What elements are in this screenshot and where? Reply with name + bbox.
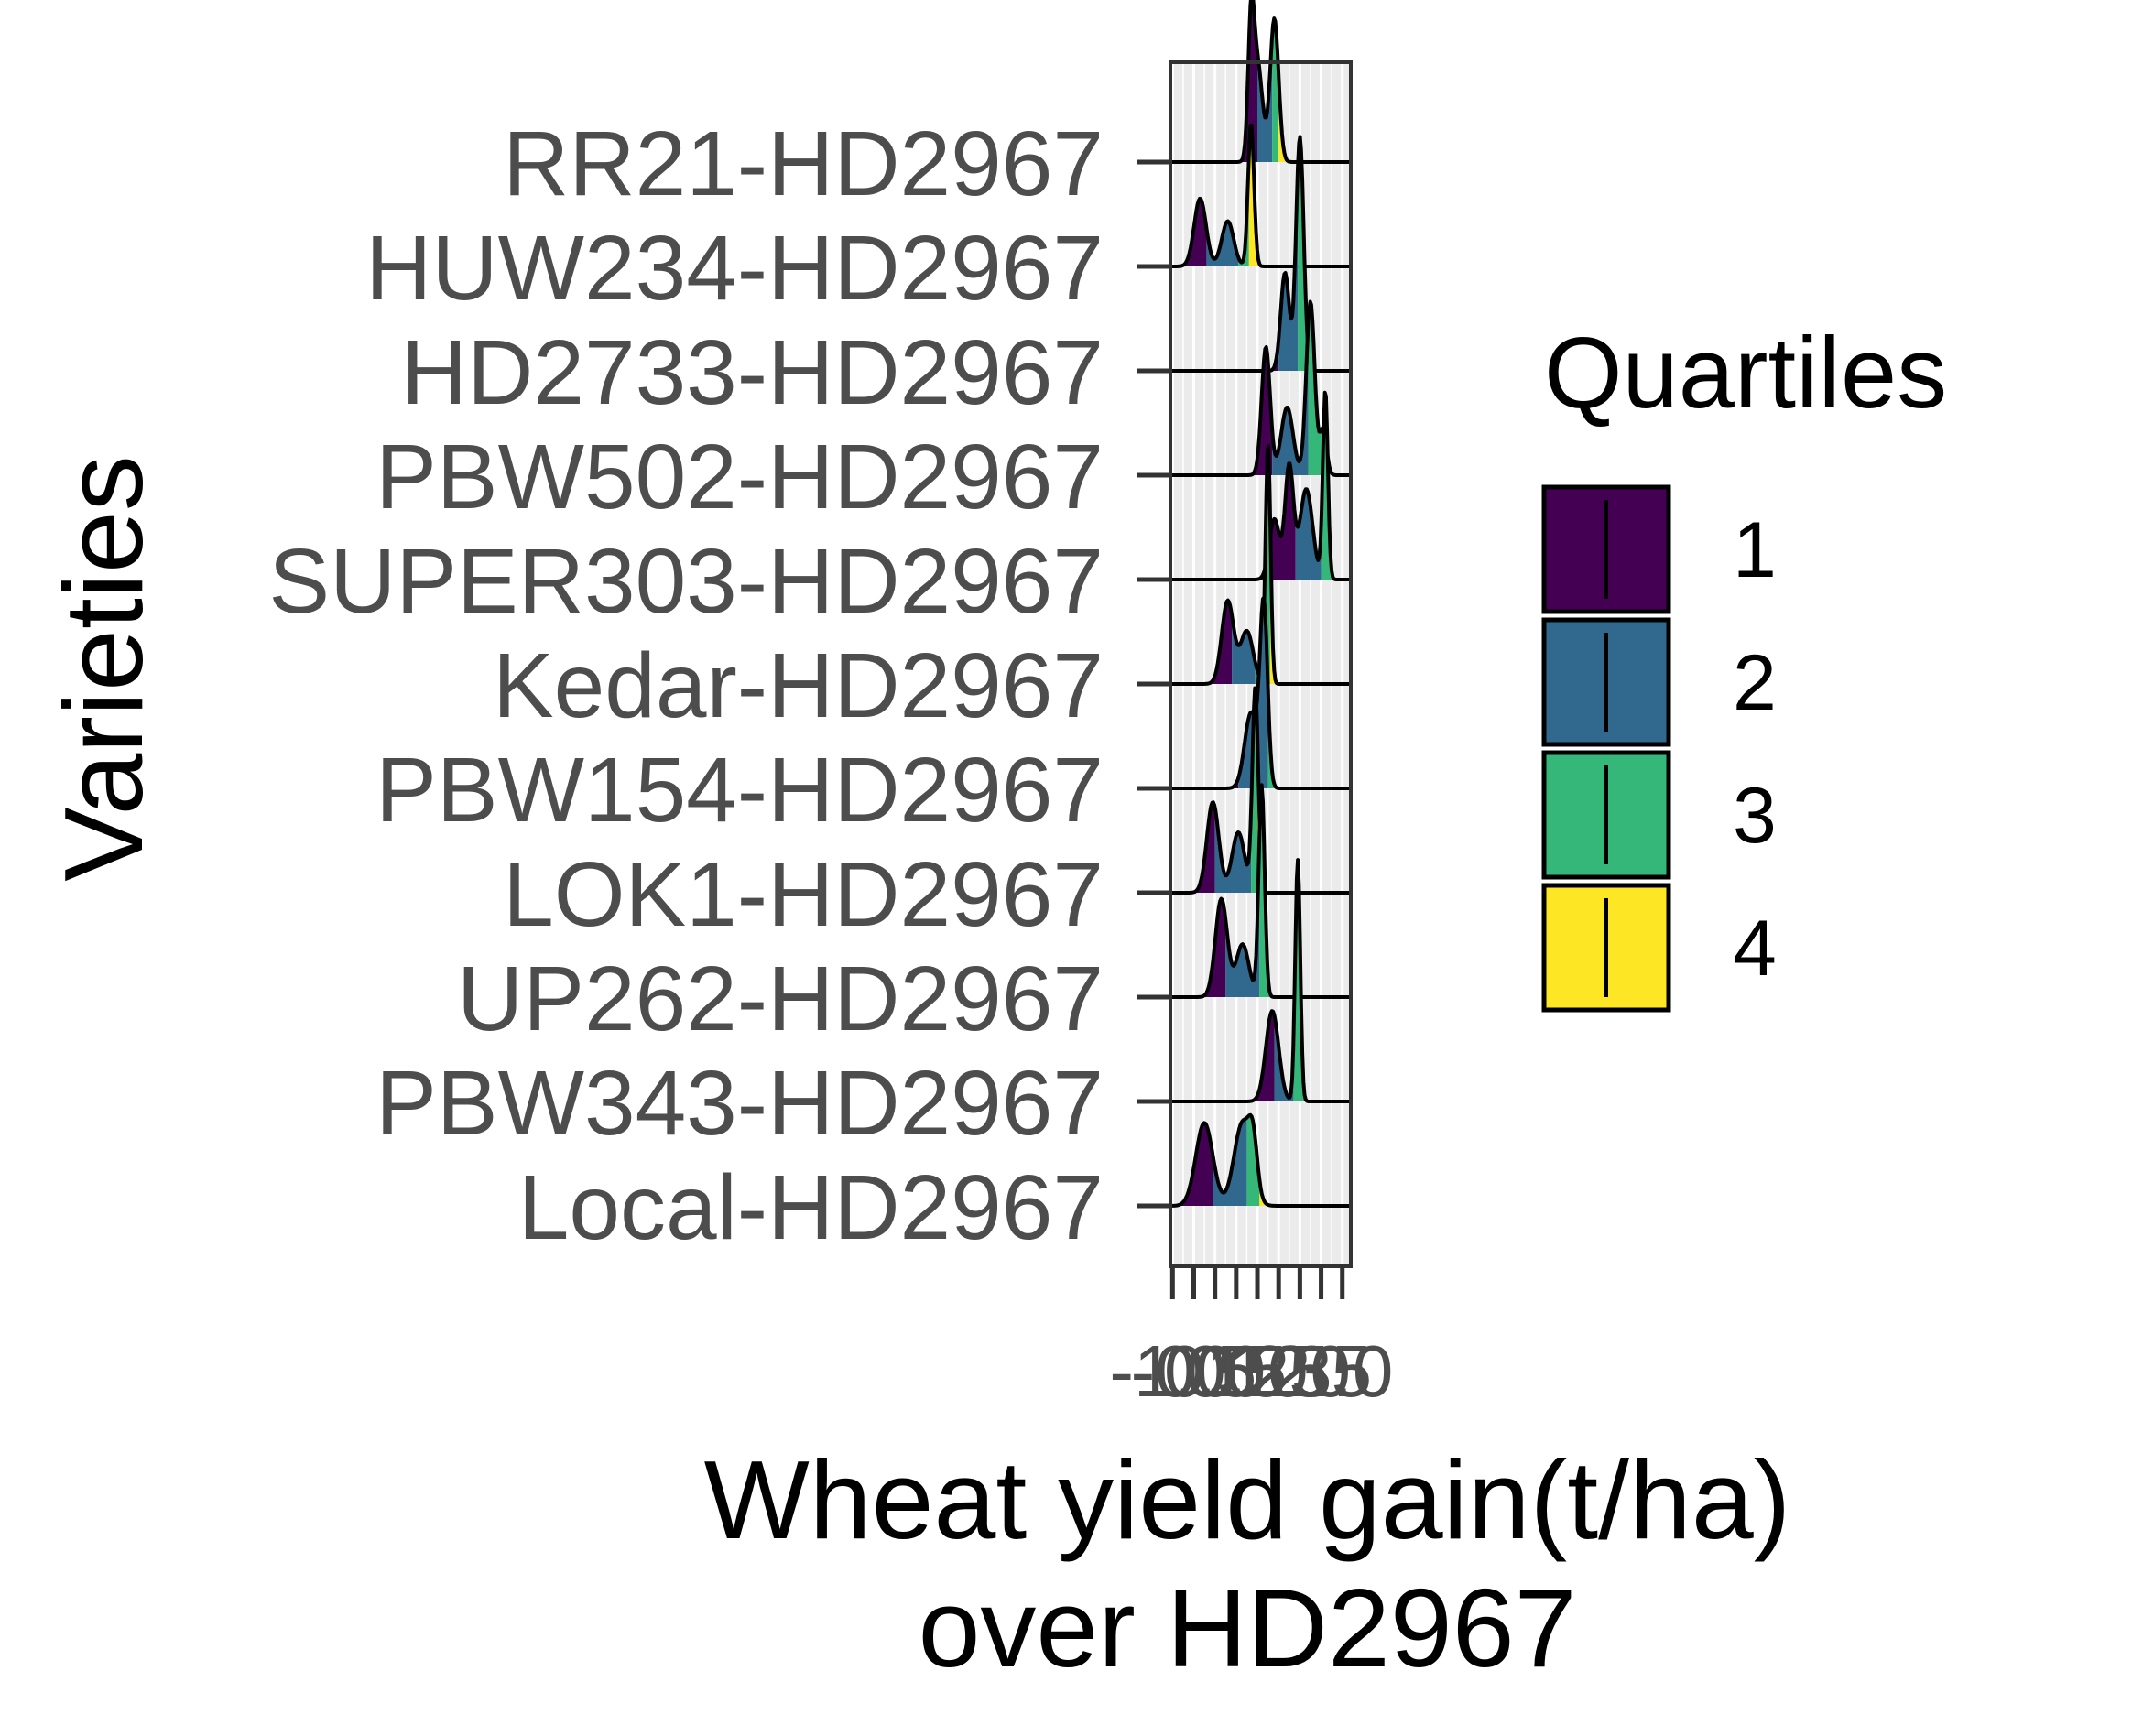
category-label: PBW502-HD2967 [375,426,1104,528]
x-tick-label: 2.5 [1270,1330,1372,1412]
ridge-quartile-2-area [1278,168,1299,371]
ridge-outline [1169,1112,1352,1208]
x-tick-label: 0.0 [1164,1330,1266,1412]
category-label: Local-HD2967 [518,1156,1104,1259]
ridge-quartile-1-area [1170,463,1296,580]
category-label: Kedar-HD2967 [493,635,1104,737]
ridge-PBW343-HD2967 [1169,858,1352,1103]
ridge-quartile-2-area [1257,34,1273,162]
ridge-PBW154-HD2967 [1169,595,1352,790]
y-axis: Local-HD2967PBW343-HD2967UP262-HD2967LOK… [268,113,1170,1259]
category-label: PBW154-HD2967 [375,739,1104,841]
ridge-outline [1169,595,1352,790]
legend-label: 1 [1733,506,1777,594]
legend-label: 2 [1733,639,1777,727]
category-label: HD2733-HD2967 [401,321,1104,424]
category-label: SUPER303-HD2967 [268,530,1104,633]
category-label: UP262-HD2967 [457,948,1104,1050]
ridge-outline [1169,123,1352,268]
ridge-outline [1169,299,1352,477]
legend-label: 4 [1733,905,1777,993]
ridge-quartile-3-area [1293,860,1311,1101]
x-axis: -1.0-0.50.00.51.01.52.02.53.0 [1109,1266,1393,1412]
category-label: RR21-HD2967 [503,113,1104,215]
ridge-quartile-3-area [1298,136,1307,371]
ridge-UP262-HD2967 [1169,783,1352,999]
ridge-quartile-2-area [1274,1015,1294,1101]
x-axis-title-line-2: over HD2967 [919,1566,1577,1690]
x-axis-title-line-1: Wheat yield gain(t/ha) [704,1438,1791,1562]
category-label: PBW343-HD2967 [375,1052,1104,1155]
ridge-HD2733-HD2967 [1169,135,1352,373]
ridge-SUPER303-HD2967 [1169,390,1352,581]
legend-title: Quartiles [1544,317,1947,429]
x-tick-label: 1.5 [1228,1330,1330,1412]
plot-panel [1169,0,1353,1268]
y-axis-title: Varieties [41,455,166,882]
ridge-outline [1169,135,1352,373]
x-tick-label: 3.0 [1291,1330,1393,1412]
ridge-outline [1169,390,1352,581]
category-label: LOK1-HD2967 [503,843,1104,946]
ridge-Local-HD2967 [1169,1112,1352,1208]
ridge-quartile-1-area [1170,347,1273,475]
ridge-HUW234-HD2967 [1169,123,1352,268]
ridge-quartile-2-area [1225,831,1260,997]
x-tick-label: 0.5 [1185,1330,1287,1412]
ridge-quartile-1-area [1170,1011,1275,1101]
ridge-quartile-2-area [1232,615,1256,684]
ridge-outline [1169,0,1352,164]
x-tick-label: 2.0 [1249,1330,1351,1412]
ridge-outline [1169,858,1352,1103]
legend-label: 3 [1733,772,1777,860]
panel-border [1169,60,1353,1268]
ridge-quartile-1-area [1170,1123,1213,1206]
legend: Quartiles 1 2 3 4 [1541,317,1947,1013]
ridge-outline [1169,783,1352,999]
x-tick-label: 1.0 [1206,1330,1308,1412]
ridge-quartile-3-area [1246,1114,1260,1206]
x-tick-label: -1.0 [1109,1330,1235,1412]
x-tick-label: -0.5 [1131,1330,1257,1412]
category-label: HUW234-HD2967 [365,217,1104,320]
